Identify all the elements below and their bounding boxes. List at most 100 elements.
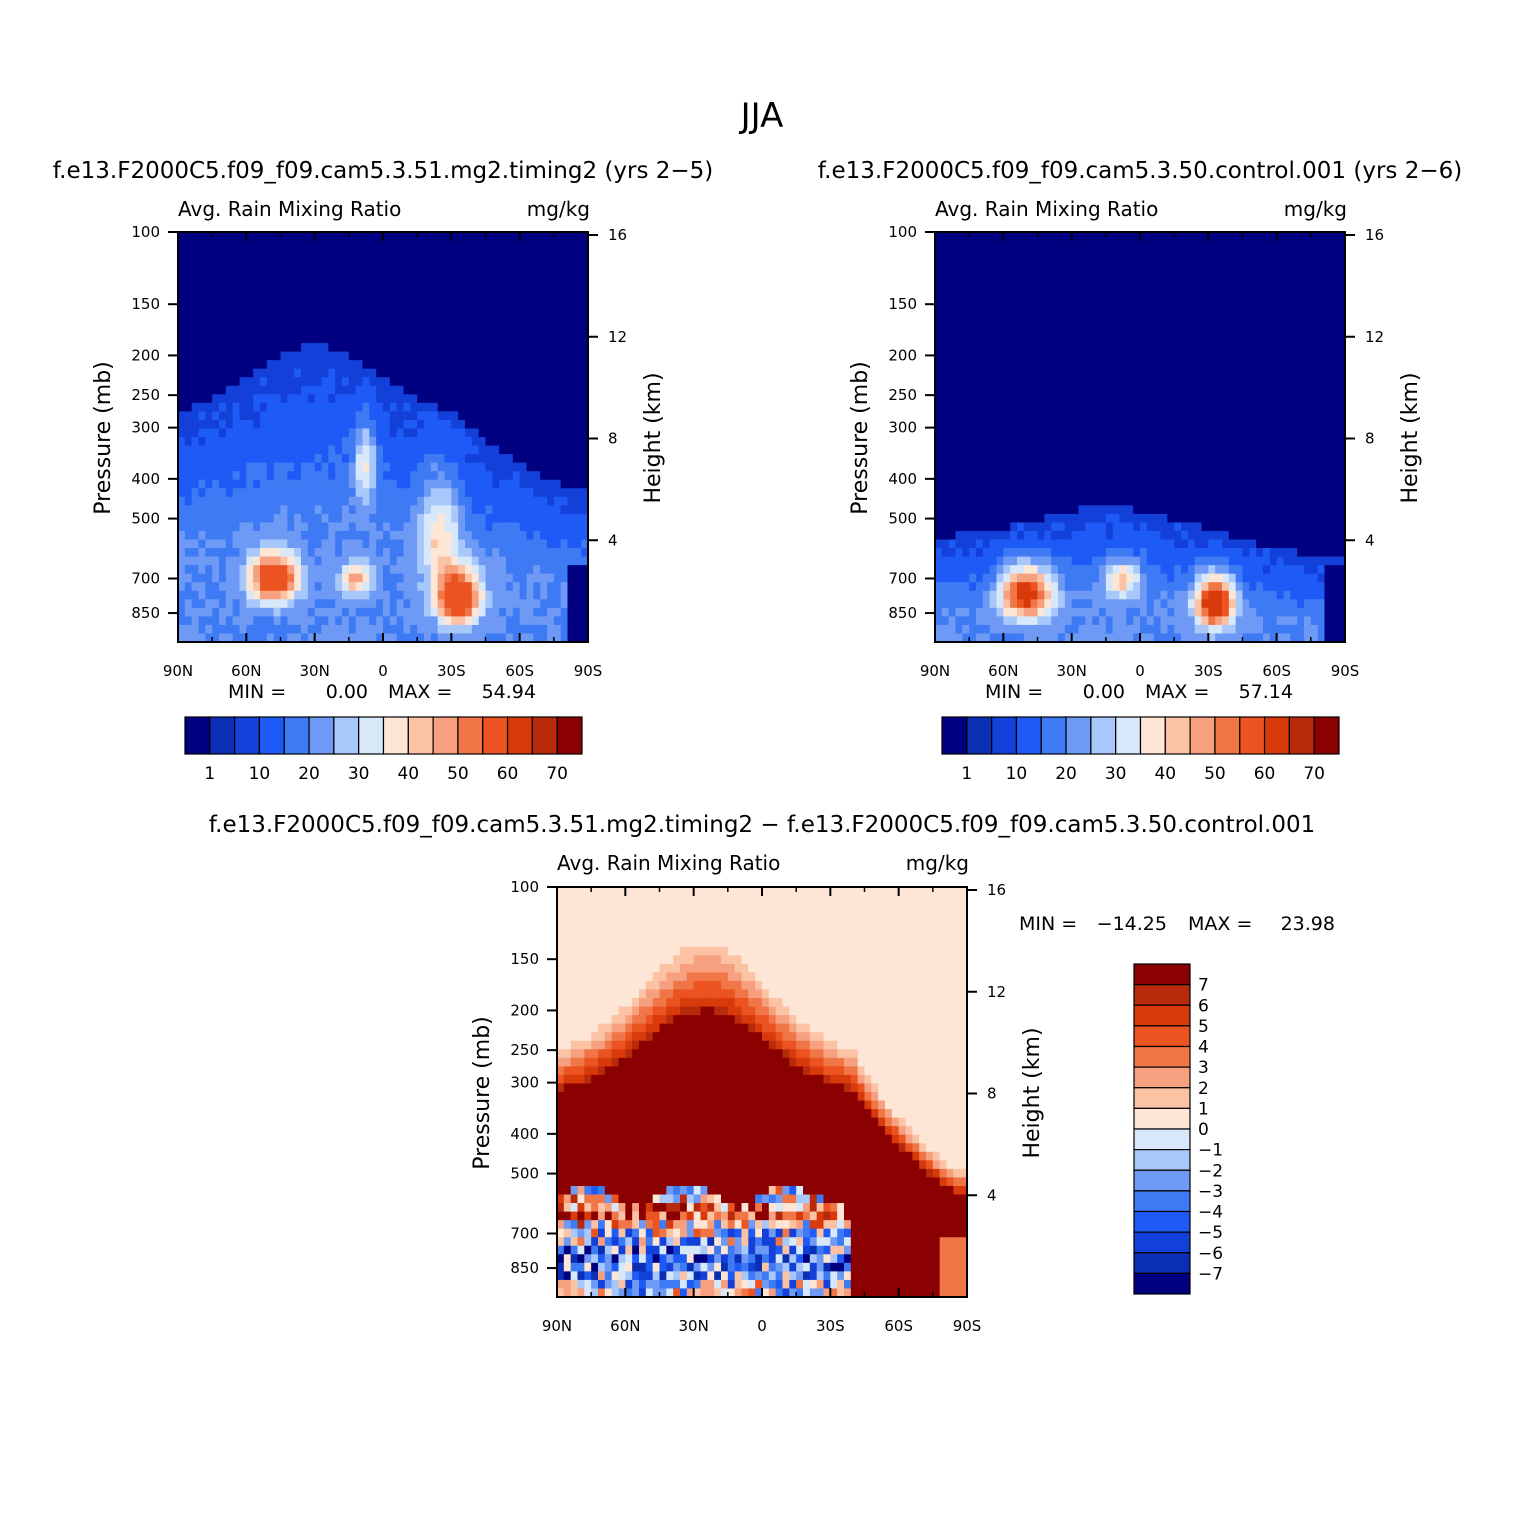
field-cell [198, 582, 206, 592]
field-cell [376, 479, 384, 489]
field-cell [574, 624, 582, 635]
field-cell [280, 325, 288, 336]
field-cell [1194, 368, 1203, 378]
field-cell [1078, 394, 1086, 404]
field-cell [485, 471, 493, 481]
field-cell [294, 599, 302, 609]
field-cell [246, 266, 254, 276]
field-cell [260, 454, 268, 464]
y-tick-label: 200 [131, 346, 160, 364]
field-cell [1085, 548, 1093, 558]
field-cell [1112, 283, 1121, 293]
field-cell [362, 454, 370, 464]
field-cell [1105, 249, 1114, 259]
field-cell [1017, 232, 1025, 242]
field-cell [499, 300, 507, 310]
field-cell [342, 590, 350, 600]
field-cell [246, 582, 254, 592]
field-cell [976, 377, 984, 387]
field-cell [383, 266, 391, 276]
field-cell [547, 471, 555, 481]
field-cell [396, 411, 405, 421]
field-cell [328, 351, 336, 361]
field-cell [383, 624, 391, 635]
field-cell [1071, 530, 1080, 541]
field-cell [198, 377, 206, 387]
field-cell [239, 454, 247, 464]
field-cell [996, 394, 1004, 404]
field-cell [560, 462, 569, 472]
field-cell [444, 240, 452, 250]
field-cell [294, 462, 302, 472]
field-cell [307, 334, 316, 344]
field-cell [191, 317, 200, 327]
field-cell [465, 351, 473, 361]
field-cell [1078, 232, 1086, 242]
field-cell [348, 633, 357, 643]
field-cell [948, 496, 957, 506]
field-cell [424, 343, 432, 353]
field-cell [574, 257, 582, 267]
field-cell [383, 548, 391, 558]
field-cell [1119, 291, 1127, 301]
field-cell [962, 505, 970, 515]
field-cell [430, 522, 439, 532]
field-cell [1030, 488, 1039, 498]
field-cell [225, 257, 234, 267]
field-cell [540, 343, 548, 353]
field-cell [280, 548, 288, 558]
field-cell [307, 308, 316, 319]
field-cell [1153, 454, 1162, 464]
field-cell [444, 300, 452, 310]
field-cell [424, 462, 432, 472]
field-cell [506, 325, 514, 336]
field-cell [465, 522, 473, 532]
field-cell [996, 633, 1004, 643]
field-cell [512, 317, 521, 327]
field-cell [1126, 565, 1134, 575]
field-cell [198, 249, 206, 259]
field-cell [437, 565, 446, 575]
field-cell [1105, 437, 1114, 447]
field-cell [976, 454, 984, 464]
field-cell [307, 556, 316, 566]
field-cell [499, 394, 507, 404]
field-cell [239, 368, 247, 378]
field-cell [205, 616, 213, 626]
field-cell [225, 385, 234, 395]
field-cell [1051, 266, 1059, 276]
field-cell [301, 274, 309, 284]
field-cell [273, 522, 282, 532]
field-cell [1099, 437, 1107, 447]
field-cell [1023, 283, 1032, 293]
field-cell [348, 437, 357, 447]
field-cell [547, 317, 555, 327]
field-cell [492, 377, 500, 387]
field-cell [1010, 368, 1018, 378]
field-cell [533, 343, 541, 353]
field-cell [219, 565, 227, 575]
field-cell [1010, 471, 1018, 481]
field-cell [969, 300, 977, 310]
field-cell [1160, 633, 1168, 643]
field-cell [458, 479, 466, 489]
field-cell [1119, 360, 1127, 370]
field-cell [1140, 556, 1148, 566]
field-cell [355, 300, 364, 310]
field-cell [1194, 607, 1203, 617]
field-cell [219, 437, 227, 447]
field-cell [1085, 351, 1093, 361]
field-cell [526, 505, 534, 515]
field-cell [266, 240, 275, 250]
field-cell [301, 385, 309, 395]
field-cell [1133, 411, 1141, 421]
field-cell [478, 454, 487, 464]
field-cell [287, 317, 295, 327]
field-cell [362, 368, 370, 378]
field-cell [362, 334, 370, 344]
field-cell [383, 513, 391, 524]
field-cell [294, 240, 302, 250]
field-cell [540, 539, 548, 549]
field-cell [273, 590, 282, 600]
field-cell [1085, 343, 1093, 353]
